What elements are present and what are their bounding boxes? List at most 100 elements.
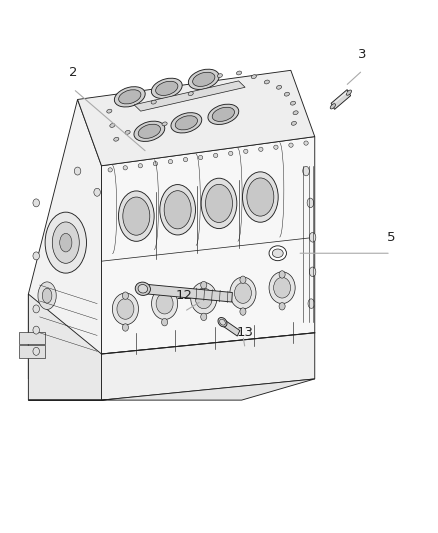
Ellipse shape bbox=[304, 141, 308, 145]
Ellipse shape bbox=[123, 197, 150, 235]
Polygon shape bbox=[142, 284, 233, 302]
Ellipse shape bbox=[201, 178, 237, 229]
Ellipse shape bbox=[308, 299, 314, 309]
Ellipse shape bbox=[117, 298, 134, 319]
Ellipse shape bbox=[74, 167, 81, 175]
Ellipse shape bbox=[155, 81, 178, 95]
Ellipse shape bbox=[309, 267, 316, 277]
Text: 2: 2 bbox=[69, 66, 78, 79]
Ellipse shape bbox=[42, 288, 52, 303]
Ellipse shape bbox=[33, 305, 39, 313]
Ellipse shape bbox=[38, 282, 56, 310]
Polygon shape bbox=[102, 333, 315, 400]
Ellipse shape bbox=[122, 292, 128, 300]
Ellipse shape bbox=[290, 101, 296, 105]
Ellipse shape bbox=[279, 271, 285, 278]
Ellipse shape bbox=[162, 287, 168, 294]
Polygon shape bbox=[102, 136, 315, 354]
Ellipse shape bbox=[307, 198, 314, 208]
Ellipse shape bbox=[107, 109, 112, 113]
Ellipse shape bbox=[110, 124, 115, 127]
Ellipse shape bbox=[240, 308, 246, 316]
Ellipse shape bbox=[134, 121, 165, 141]
Ellipse shape bbox=[213, 154, 218, 158]
Polygon shape bbox=[28, 294, 102, 400]
Text: 13: 13 bbox=[237, 326, 254, 339]
Ellipse shape bbox=[330, 104, 336, 109]
Text: 3: 3 bbox=[358, 48, 367, 61]
Ellipse shape bbox=[119, 90, 141, 104]
Ellipse shape bbox=[52, 222, 79, 263]
Ellipse shape bbox=[284, 92, 290, 96]
Ellipse shape bbox=[274, 145, 278, 149]
Ellipse shape bbox=[191, 282, 217, 314]
Polygon shape bbox=[78, 70, 315, 166]
Ellipse shape bbox=[208, 104, 239, 125]
Ellipse shape bbox=[108, 168, 113, 172]
Ellipse shape bbox=[162, 318, 168, 326]
Ellipse shape bbox=[188, 92, 193, 95]
Ellipse shape bbox=[269, 272, 295, 304]
Ellipse shape bbox=[60, 233, 72, 252]
Ellipse shape bbox=[162, 122, 167, 126]
Ellipse shape bbox=[33, 326, 39, 334]
Ellipse shape bbox=[276, 85, 282, 89]
Text: 12: 12 bbox=[176, 289, 193, 302]
Polygon shape bbox=[221, 319, 240, 336]
Ellipse shape bbox=[33, 252, 39, 260]
Polygon shape bbox=[331, 90, 351, 109]
Ellipse shape bbox=[274, 277, 290, 298]
Polygon shape bbox=[28, 379, 315, 400]
Ellipse shape bbox=[195, 288, 212, 309]
Ellipse shape bbox=[151, 100, 156, 104]
Ellipse shape bbox=[123, 166, 127, 170]
Ellipse shape bbox=[217, 74, 223, 78]
Ellipse shape bbox=[259, 147, 263, 151]
Ellipse shape bbox=[212, 107, 234, 122]
Ellipse shape bbox=[205, 184, 233, 222]
Ellipse shape bbox=[229, 151, 233, 156]
Polygon shape bbox=[28, 100, 102, 379]
Ellipse shape bbox=[244, 149, 248, 154]
Ellipse shape bbox=[243, 172, 278, 222]
Ellipse shape bbox=[160, 184, 195, 235]
Ellipse shape bbox=[152, 288, 178, 319]
Ellipse shape bbox=[291, 122, 297, 125]
Ellipse shape bbox=[247, 178, 274, 216]
Polygon shape bbox=[19, 332, 45, 344]
Ellipse shape bbox=[193, 72, 215, 86]
Ellipse shape bbox=[171, 112, 202, 133]
Ellipse shape bbox=[164, 191, 191, 229]
Ellipse shape bbox=[240, 276, 246, 284]
Ellipse shape bbox=[303, 166, 309, 176]
Ellipse shape bbox=[113, 293, 138, 325]
Ellipse shape bbox=[156, 293, 173, 314]
Ellipse shape bbox=[33, 348, 39, 356]
Ellipse shape bbox=[289, 143, 293, 147]
Ellipse shape bbox=[153, 161, 158, 166]
Ellipse shape bbox=[269, 246, 286, 261]
Polygon shape bbox=[134, 81, 245, 111]
Ellipse shape bbox=[118, 191, 154, 241]
Ellipse shape bbox=[125, 131, 130, 134]
Ellipse shape bbox=[138, 285, 148, 293]
Ellipse shape bbox=[122, 324, 128, 331]
Text: 5: 5 bbox=[387, 231, 395, 244]
Ellipse shape bbox=[219, 319, 225, 325]
Ellipse shape bbox=[218, 318, 227, 327]
Ellipse shape bbox=[114, 87, 145, 107]
Ellipse shape bbox=[251, 75, 256, 78]
Ellipse shape bbox=[33, 199, 39, 207]
Ellipse shape bbox=[234, 282, 251, 303]
Ellipse shape bbox=[279, 303, 285, 310]
Ellipse shape bbox=[293, 111, 298, 115]
Ellipse shape bbox=[138, 124, 160, 139]
Ellipse shape bbox=[346, 90, 352, 95]
Ellipse shape bbox=[237, 71, 242, 75]
Ellipse shape bbox=[309, 232, 316, 242]
Ellipse shape bbox=[152, 78, 182, 99]
Ellipse shape bbox=[45, 212, 86, 273]
Ellipse shape bbox=[114, 138, 119, 141]
Ellipse shape bbox=[272, 249, 283, 257]
Ellipse shape bbox=[264, 80, 269, 84]
